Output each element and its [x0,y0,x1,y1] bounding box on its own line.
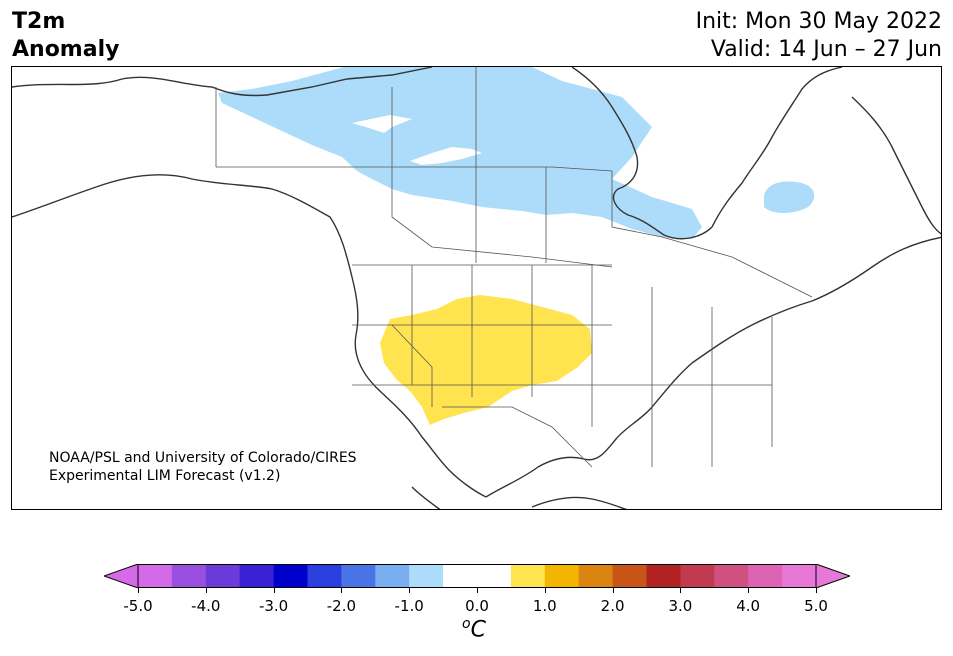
colorbar-segment [409,564,444,588]
white-hole-2 [410,147,482,165]
colorbar-segment [171,564,207,588]
colorbar-segment [510,564,546,588]
colorbar-tick-label: 2.0 [600,597,625,615]
cool-anomaly-labrador [764,181,815,213]
colorbar-tick-label: -3.0 [258,597,289,615]
colorbar [104,564,850,588]
political-borders [215,67,813,468]
colorbar-segment [680,564,715,588]
coastlines [12,67,941,509]
colorbar-segment [578,564,614,588]
colorbar-tick-label: 1.0 [532,597,557,615]
colorbar-segment [205,564,241,588]
colorbar-tick-mark [544,588,546,593]
colorbar-segment [477,564,512,588]
title-variable: T2m [12,9,66,34]
colorbar-over-extend [815,564,850,588]
colorbar-tick-mark [341,588,343,593]
title-kind: Anomaly [12,37,120,62]
colorbar-svg [104,564,850,588]
map-title: T2m Anomaly [12,8,119,64]
colorbar-tick-mark [680,588,682,593]
colorbar-unit: oC [462,616,486,642]
colorbar-tick-label: -4.0 [191,597,221,615]
colorbar-tick-label: 3.0 [668,597,693,615]
colorbar-segment [748,564,783,588]
map-panel [11,66,942,510]
valid-range: Valid: 14 Jun – 27 Jun [710,37,942,62]
unit-letter: C [470,617,486,643]
colorbar-tick-label: -2.0 [326,597,357,615]
colorbar-tick-mark [409,588,411,593]
warm-anomaly-southwest [380,295,592,425]
colorbar-segment [307,564,342,588]
colorbar-segment [341,564,376,588]
colorbar-segment [375,564,410,588]
colorbar-segment [782,564,817,588]
forecast-dates: Init: Mon 30 May 2022 Valid: 14 Jun – 27… [696,8,942,64]
colorbar-tick-mark [612,588,614,593]
colorbar-border [137,564,817,588]
data-credit: NOAA/PSL and University of Colorado/CIRE… [49,449,357,485]
white-hole-1 [352,115,412,133]
colorbar-tick-mark [748,588,750,593]
colorbar-segment [646,564,681,588]
credit-line-1: NOAA/PSL and University of Colorado/CIRE… [49,450,357,466]
colorbar-segment [273,564,308,588]
colorbar-tick-mark [205,588,207,593]
colorbar-segment [443,564,478,588]
colorbar-segment [138,564,173,588]
unit-degree: o [462,616,471,632]
init-date: Init: Mon 30 May 2022 [695,9,942,34]
colorbar-tick-label: 0.0 [465,597,489,615]
colorbar-tick-mark [273,588,275,593]
colorbar-tick-label: 5.0 [804,597,828,615]
colorbar-tick-mark [138,588,139,593]
colorbar-under-extend [104,564,139,588]
colorbar-tick-label: -1.0 [394,597,424,615]
colorbar-segment [239,564,275,588]
colorbar-segment [714,564,749,588]
map-canvas [12,67,941,509]
colorbar-tick-mark [477,588,478,593]
colorbar-tick-label: -5.0 [123,597,153,615]
colorbar-tick-mark [816,588,817,593]
colorbar-segment [544,564,580,588]
colorbar-segment [612,564,647,588]
colorbar-tick-label: 4.0 [736,597,761,615]
credit-line-2: Experimental LIM Forecast (v1.2) [49,468,281,484]
